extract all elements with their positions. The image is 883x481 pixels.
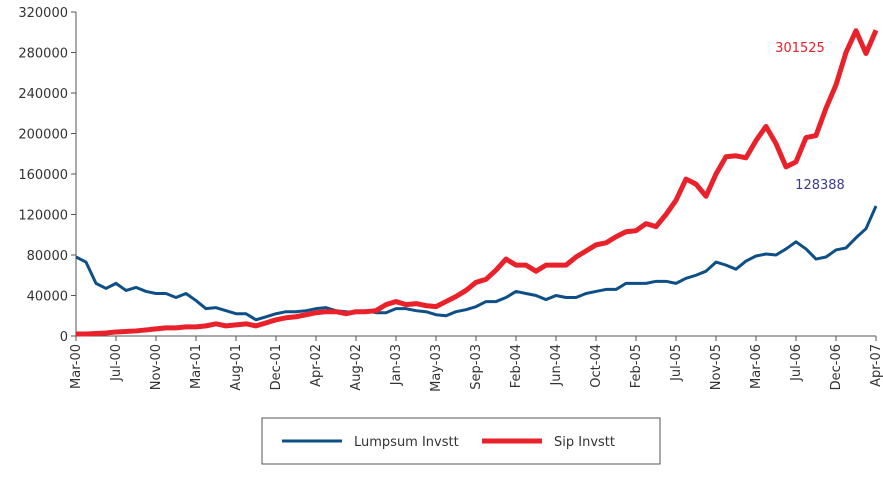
- y-tick-label: 40000: [27, 290, 68, 305]
- y-tick-label: 160000: [18, 168, 68, 183]
- annotation: 128388: [795, 178, 845, 193]
- x-tick-label: Jun-04: [549, 344, 564, 387]
- y-tick-label: 0: [60, 330, 68, 345]
- x-tick-label: Nov-05: [709, 344, 724, 390]
- y-tick-label: 320000: [18, 6, 68, 21]
- x-tick-label: Mar-06: [749, 344, 764, 389]
- legend-label: Lumpsum Invstt: [354, 435, 459, 450]
- x-tick-label: Mar-00: [69, 344, 84, 389]
- x-tick-label: Aug-01: [229, 344, 244, 391]
- x-tick-label: Jan-03: [389, 344, 404, 386]
- y-tick-label: 280000: [18, 47, 68, 62]
- x-tick-label: Aug-02: [349, 344, 364, 391]
- legend-label: Sip Invstt: [554, 435, 615, 450]
- y-tick-label: 80000: [27, 249, 68, 264]
- x-tick-label: Jul-06: [789, 344, 804, 382]
- y-tick-label: 120000: [18, 209, 68, 224]
- series-line: [76, 28, 879, 337]
- x-tick-label: Nov-00: [149, 344, 164, 390]
- x-tick-label: Dec-06: [829, 344, 844, 390]
- x-tick-label: Dec-01: [269, 344, 284, 390]
- x-tick-label: May-03: [429, 344, 444, 392]
- x-tick-label: Oct-04: [589, 344, 604, 388]
- x-tick-label: Jul-00: [109, 344, 124, 382]
- annotation: 301525: [775, 41, 825, 56]
- x-tick-label: Feb-05: [629, 344, 644, 388]
- x-tick-label: Apr-02: [309, 344, 324, 387]
- x-tick-label: Jul-05: [669, 344, 684, 382]
- x-tick-label: Apr-07: [869, 344, 883, 387]
- x-tick-label: Mar-01: [189, 344, 204, 389]
- x-tick-label: Feb-04: [509, 344, 524, 388]
- series-line: [75, 205, 878, 322]
- y-tick-label: 200000: [18, 128, 68, 143]
- y-tick-label: 240000: [18, 87, 68, 102]
- x-tick-label: Sep-03: [469, 344, 484, 390]
